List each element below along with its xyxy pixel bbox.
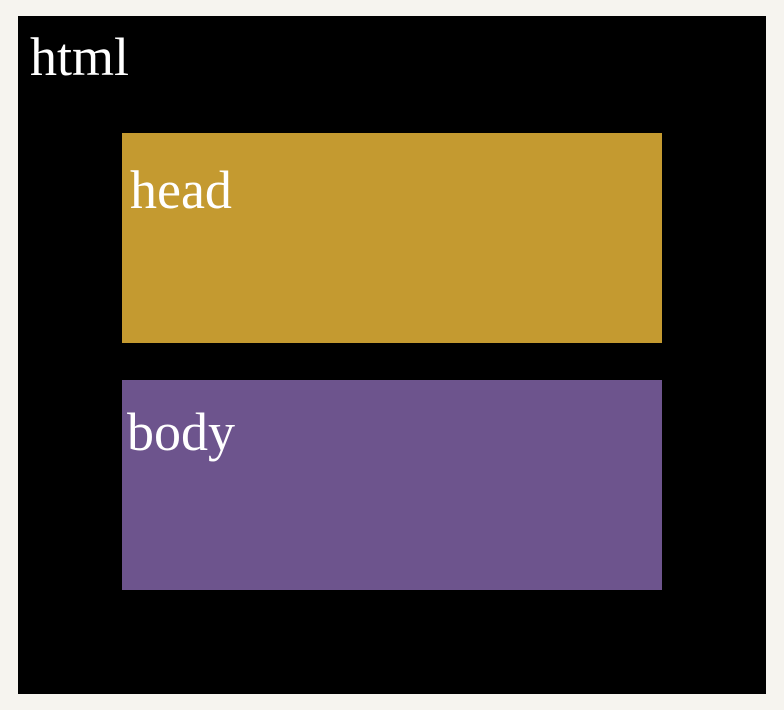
body-element-label: body [127, 402, 235, 462]
head-element-label: head [130, 160, 232, 220]
body-element-box: body [122, 380, 662, 590]
head-element-box: head [122, 133, 662, 343]
html-element-label: html [30, 27, 130, 87]
html-element-box: html head body [18, 16, 766, 694]
